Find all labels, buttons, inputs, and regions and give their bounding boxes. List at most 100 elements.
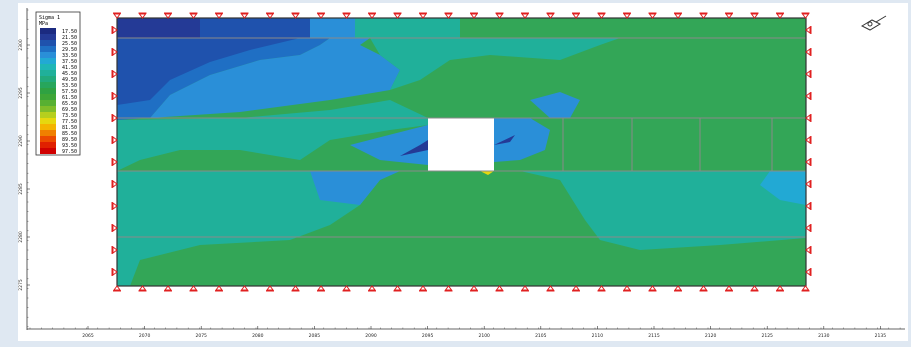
support (138, 12, 147, 19)
legend-label: 73.50 (62, 113, 77, 119)
support (805, 48, 812, 56)
legend-swatch (40, 46, 56, 52)
support (111, 268, 118, 276)
support (776, 12, 784, 19)
contour-region (520, 171, 806, 250)
support (776, 285, 784, 292)
support (572, 285, 580, 292)
legend-label: 33.50 (62, 53, 77, 59)
support (750, 285, 759, 292)
support (495, 285, 504, 292)
legend-label: 45.50 (62, 71, 77, 77)
support (111, 224, 118, 232)
support (215, 285, 223, 292)
y-tick-label: 2290 (18, 135, 24, 147)
support (805, 92, 812, 100)
legend-label: 61.50 (62, 95, 77, 101)
legend-label: 77.50 (62, 119, 77, 125)
support (805, 114, 812, 122)
support (805, 224, 812, 232)
support (111, 202, 118, 210)
legend-title: Sigma 1 (39, 15, 60, 21)
legend-swatch (40, 34, 56, 40)
support (699, 285, 708, 292)
x-tick-label: 2070 (139, 333, 151, 339)
x-tick-label: 2100 (478, 333, 490, 339)
legend-swatch (40, 94, 56, 100)
contour-region (530, 92, 580, 118)
legend-label: 53.50 (62, 83, 77, 89)
x-tick-label: 2120 (705, 333, 717, 339)
legend-label: 41.50 (62, 65, 77, 71)
legend-label: 97.50 (62, 149, 77, 155)
y-tick-label: 2285 (18, 183, 24, 195)
support (805, 180, 812, 188)
legend-swatch (40, 136, 56, 142)
contour-region (150, 38, 400, 118)
support (342, 12, 351, 19)
legend-label: 49.50 (62, 77, 77, 83)
support (648, 285, 657, 292)
support (266, 12, 274, 19)
legend-label: 21.50 (62, 35, 77, 41)
legend-swatch (40, 112, 56, 118)
support (111, 158, 118, 166)
support (419, 285, 427, 292)
contour-region (350, 125, 428, 165)
support (699, 12, 708, 19)
support (111, 180, 118, 188)
support (368, 285, 376, 292)
x-tick-label: 2125 (761, 333, 773, 339)
support (317, 12, 325, 19)
legend-swatch (40, 76, 56, 82)
support (597, 12, 606, 19)
contour-region (355, 18, 460, 38)
y-tick-label: 2280 (18, 231, 24, 243)
support (725, 285, 733, 292)
support (805, 70, 812, 78)
support (444, 285, 453, 292)
support (805, 246, 812, 254)
support (597, 285, 606, 292)
y-tick-label: 2295 (18, 87, 24, 99)
support (291, 12, 300, 19)
y-tick-label: 2275 (18, 279, 24, 291)
boundary (116, 17, 807, 287)
y-tick-label: 2300 (18, 39, 24, 51)
support (111, 114, 118, 122)
legend-swatch (40, 106, 56, 112)
contour-region (400, 140, 428, 156)
legend-label: 37.50 (62, 59, 77, 65)
x-tick-label: 2130 (818, 333, 830, 339)
contour-region (310, 18, 355, 38)
legend-swatch (40, 142, 56, 148)
support (725, 12, 733, 19)
x-tick-label: 2065 (82, 333, 94, 339)
excavation (428, 118, 494, 171)
support (623, 285, 631, 292)
support (470, 285, 478, 292)
contour-region (370, 38, 620, 90)
support (546, 285, 555, 292)
legend-swatch (40, 118, 56, 124)
legend-swatch (40, 100, 56, 106)
contour-region (494, 118, 550, 162)
legend-label: 85.50 (62, 131, 77, 137)
x-tick-label: 2075 (195, 333, 207, 339)
support (240, 12, 249, 19)
contour-region (117, 38, 300, 105)
support (495, 12, 504, 19)
x-tick-label: 2080 (252, 333, 264, 339)
legend-swatch (40, 28, 56, 34)
support (240, 285, 249, 292)
support (111, 136, 118, 144)
support (164, 12, 172, 19)
support (317, 285, 325, 292)
support (266, 285, 274, 292)
support (138, 285, 147, 292)
contour-plot (111, 12, 812, 292)
support (419, 12, 427, 19)
support (111, 92, 118, 100)
support (164, 285, 172, 292)
support (805, 158, 812, 166)
